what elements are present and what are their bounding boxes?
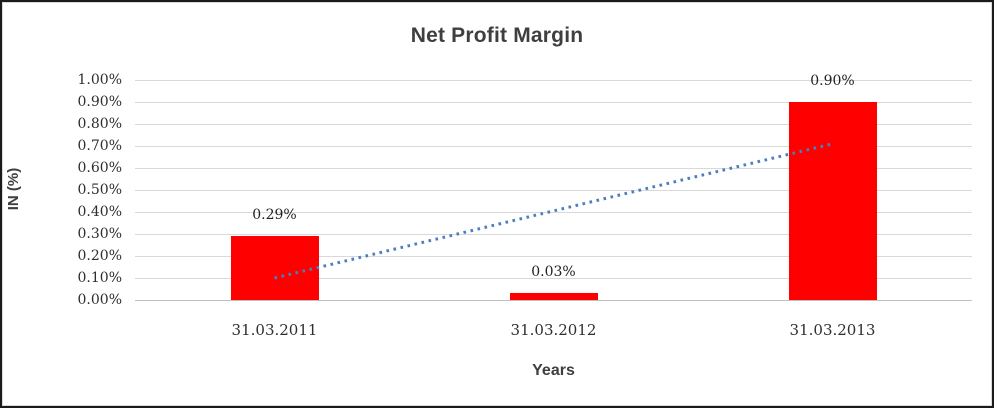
y-tick-label: 0.60% (77, 160, 122, 176)
x-axis-line (135, 300, 972, 301)
chart-title: Net Profit Margin (410, 24, 584, 47)
y-tick-label: 0.20% (77, 248, 122, 264)
x-category-label: 31.03.2013 (789, 321, 876, 339)
gridline (135, 212, 972, 213)
plot-area: 0.29% 0.03% 0.90% (135, 73, 972, 301)
gridline (135, 102, 972, 103)
gridline (135, 168, 972, 169)
gridline (135, 256, 972, 257)
bar-data-label: 0.90% (810, 73, 855, 89)
y-tick-label: 0.90% (77, 94, 122, 110)
y-tick-label: 0.00% (77, 292, 122, 308)
gridline (135, 124, 972, 125)
y-axis-title: IN (%) (5, 167, 22, 211)
gridline (135, 234, 972, 235)
y-tick-label: 0.30% (77, 226, 122, 242)
bar-31.03.2013 (788, 102, 877, 300)
gridline (135, 190, 972, 191)
y-tick-label: 0.10% (77, 270, 122, 286)
gridline (135, 146, 972, 147)
bar-31.03.2011 (230, 236, 319, 300)
trendline (274, 142, 833, 280)
x-category-label: 31.03.2012 (510, 321, 597, 339)
y-tick-label: 0.80% (77, 116, 122, 132)
x-category-label: 31.03.2011 (231, 321, 318, 339)
y-tick-label: 1.00% (77, 72, 122, 88)
bar-31.03.2012 (509, 293, 598, 300)
x-axis-title: Years (532, 362, 575, 379)
bar-data-label: 0.29% (252, 207, 297, 224)
y-tick-label: 0.40% (77, 204, 122, 220)
gridline (135, 278, 972, 279)
gridline (135, 80, 972, 81)
y-tick-label: 0.70% (77, 138, 122, 154)
y-tick-label: 0.50% (77, 182, 122, 198)
bar-data-label: 0.03% (531, 264, 576, 281)
